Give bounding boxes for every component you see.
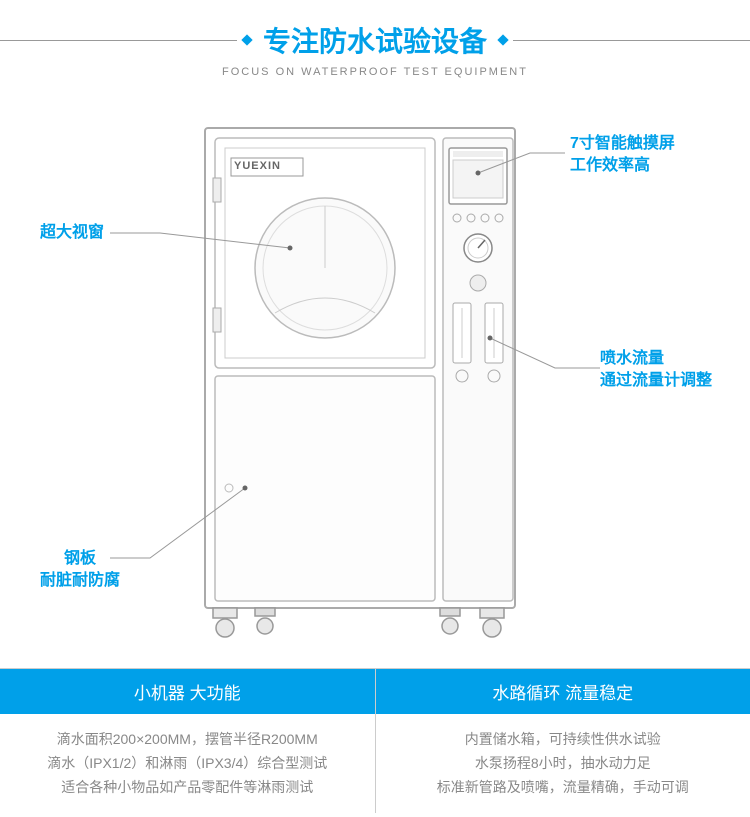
diamond-icon [497, 34, 508, 45]
col-body: 内置储水箱，可持续性供水试验 水泵扬程8小时，抽水动力足 标准新管路及喷嘴，流量… [376, 714, 750, 813]
callout-flow: 喷水流量 通过流量计调整 [600, 348, 712, 393]
callout-text: 耐脏耐防腐 [40, 570, 120, 592]
callout-screen: 7寸智能触摸屏 工作效率高 [570, 133, 675, 178]
diamond-icon [241, 34, 252, 45]
callout-window: 超大视窗 [40, 222, 104, 244]
diagram-area: YUEXIN 7寸智能触摸屏 工作效率高 超大视窗 喷水流量 通过流量计调整 钢… [0, 78, 750, 668]
header: 专注防水试验设备 FOCUS ON WATERPROOF TEST EQUIPM… [0, 0, 750, 78]
callout-text: 工作效率高 [570, 155, 675, 177]
col-head: 水路循环 流量稳定 [376, 669, 750, 714]
col-line: 水泵扬程8小时，抽水动力足 [376, 752, 750, 776]
col-line: 内置储水箱，可持续性供水试验 [376, 728, 750, 752]
col-head: 小机器 大功能 [0, 669, 375, 714]
callout-text: 超大视窗 [40, 222, 104, 244]
col-line: 标准新管路及喷嘴，流量精确，手动可调 [376, 776, 750, 800]
main-title: 专注防水试验设备 [263, 20, 487, 60]
callout-text: 7寸智能触摸屏 [570, 133, 675, 155]
subtitle: FOCUS ON WATERPROOF TEST EQUIPMENT [0, 66, 750, 78]
col-line: 滴水（IPX1/2）和淋雨（IPX3/4）综合型测试 [0, 752, 375, 776]
callout-text: 喷水流量 [600, 348, 712, 370]
machine-illustration [195, 118, 525, 638]
col-body: 滴水面积200×200MM，摆管半径R200MM 滴水（IPX1/2）和淋雨（I… [0, 714, 375, 813]
bottom-table: 小机器 大功能 滴水面积200×200MM，摆管半径R200MM 滴水（IPX1… [0, 668, 750, 813]
bottom-col-right: 水路循环 流量稳定 内置储水箱，可持续性供水试验 水泵扬程8小时，抽水动力足 标… [375, 669, 750, 813]
callout-text: 钢板 [40, 548, 120, 570]
col-line: 适合各种小物品如产品零配件等淋雨测试 [0, 776, 375, 800]
col-line: 滴水面积200×200MM，摆管半径R200MM [0, 728, 375, 752]
callout-panel: 钢板 耐脏耐防腐 [40, 548, 120, 593]
bottom-col-left: 小机器 大功能 滴水面积200×200MM，摆管半径R200MM 滴水（IPX1… [0, 669, 375, 813]
brand-label: YUEXIN [234, 160, 281, 172]
callout-text: 通过流量计调整 [600, 370, 712, 392]
title-divider: 专注防水试验设备 [0, 20, 750, 60]
